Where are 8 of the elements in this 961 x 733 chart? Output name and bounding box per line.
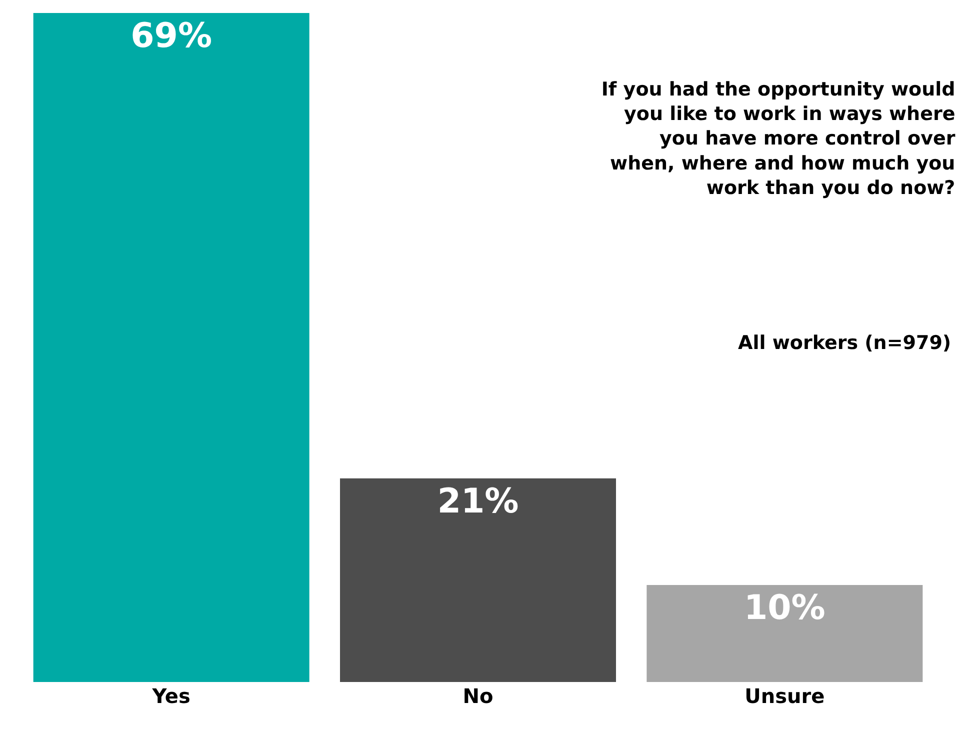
data-label: 10% [744, 588, 826, 628]
x-tick-label: Unsure [744, 684, 825, 708]
x-tick-label: No [462, 684, 494, 708]
data-label: 21% [437, 481, 519, 522]
text: If you had the opportunity would you like to work in ways where you have more control over when, where and how much you work than you do now? [601, 78, 956, 200]
data-label: 69% [130, 16, 212, 56]
text: All workers (n=979) [738, 332, 952, 354]
x-tick-label: Yes [151, 684, 190, 708]
